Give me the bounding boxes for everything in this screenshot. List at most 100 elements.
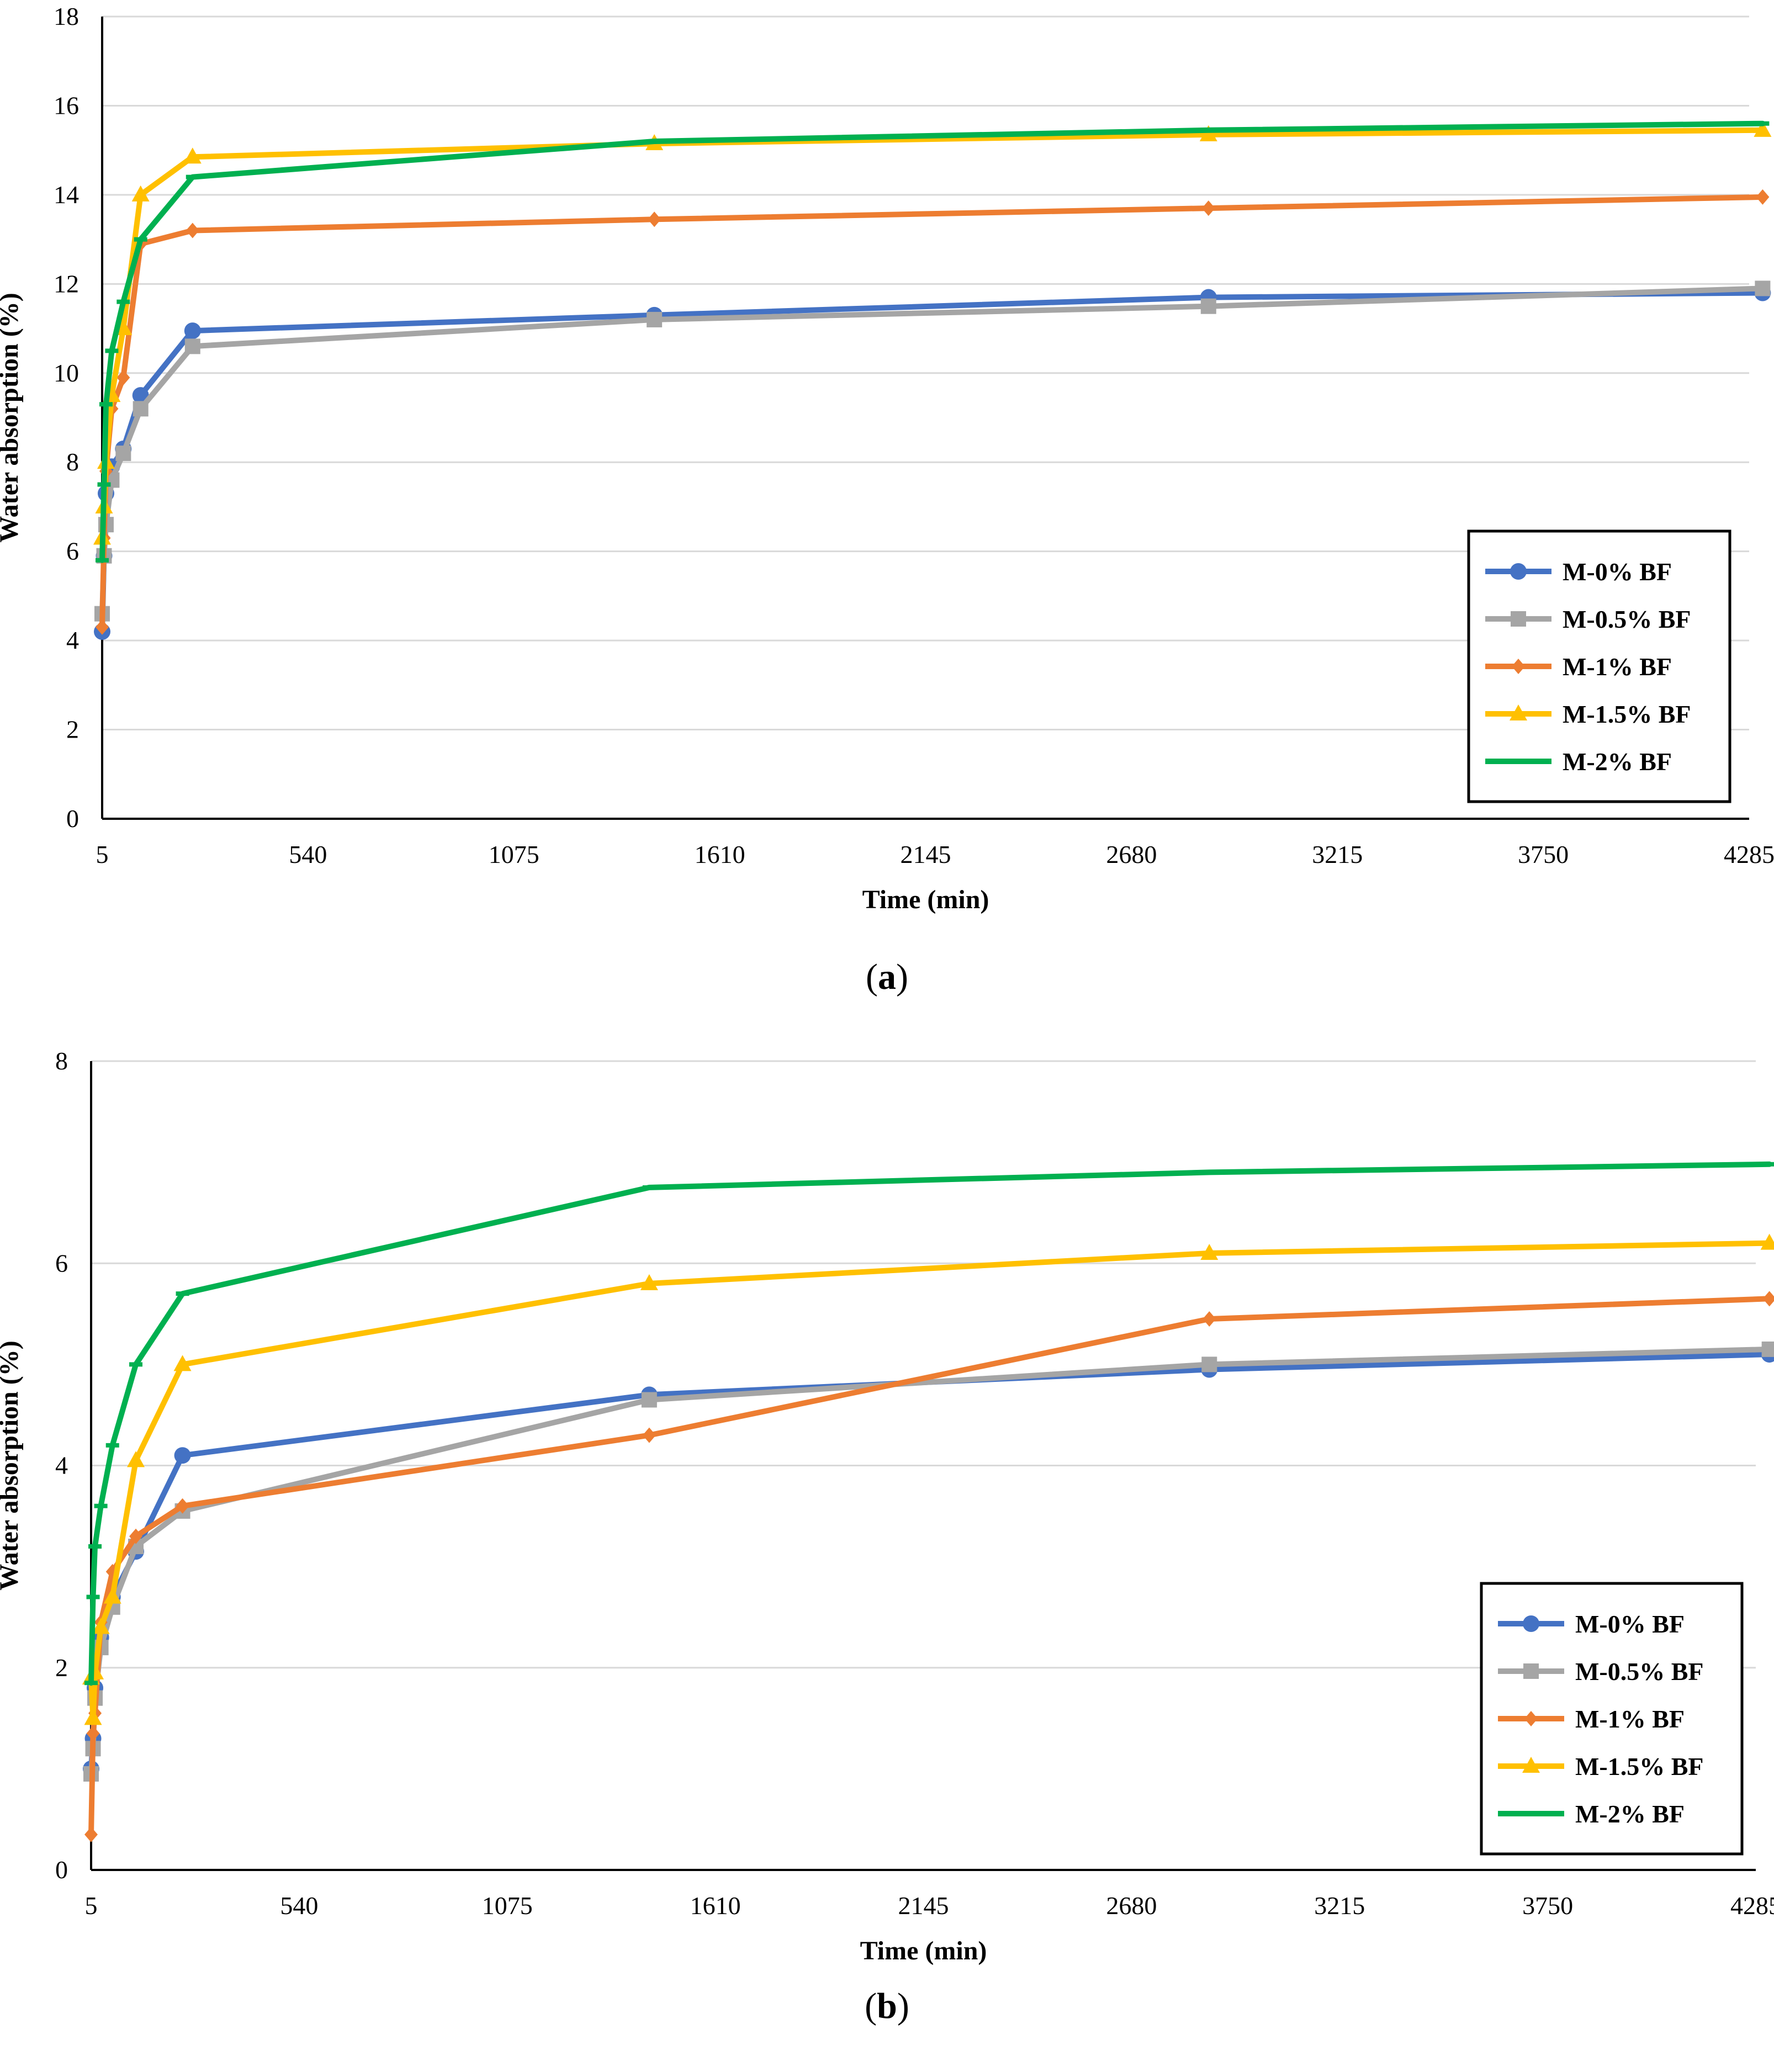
chart-b-x-axis-title: Time (min) <box>860 1936 987 1965</box>
chart-a-x-tick-label-2680: 2680 <box>1106 840 1157 868</box>
chart-a-series-m-0-5-bf-point-7 <box>647 311 663 327</box>
chart-a-series-m-2-bf-point-9 <box>1756 121 1770 126</box>
chart-a-y-tick-label-2: 2 <box>66 716 79 744</box>
chart-a-series-m-1-5-bf-point-8 <box>1199 125 1217 141</box>
chart-a-y-tick-label-8: 8 <box>66 448 79 476</box>
chart-a-y-tick-label-6: 6 <box>66 537 79 565</box>
chart-b-series-m-2-bf-point-3 <box>94 1503 108 1508</box>
chart-b-series-m-0-bf-point-6 <box>174 1447 191 1464</box>
chart-a-x-tick-label-540: 540 <box>289 840 327 868</box>
chart-b-series-m-1-5-bf-line <box>88 1240 1772 1721</box>
chart-b-series-m-1-5-bf-point-1 <box>84 1709 102 1725</box>
chart-a-series-m-1-5-bf-point-5 <box>131 185 150 202</box>
chart-a-series-m-1-5-bf-point-9 <box>1754 120 1772 137</box>
chart-a-legend-m-0-5-bf-marker <box>1511 611 1526 627</box>
chart-a-series-m-2-bf-point-5 <box>134 237 147 242</box>
chart-b-series-m-2-bf-point-8 <box>1203 1170 1216 1175</box>
chart-a-series-m-1-bf-point-0 <box>96 619 109 635</box>
chart-b-legend-m-2-bf-label: M-2% BF <box>1575 1800 1685 1828</box>
chart-b-series-m-1-5-bf-point-9 <box>1760 1233 1774 1250</box>
chart-a-legend-m-0-bf-marker <box>1510 563 1527 580</box>
chart-b-series-m-1-bf-point-9 <box>1762 1291 1774 1307</box>
chart-b-legend-m-1-5-bf-label: M-1.5% BF <box>1575 1752 1704 1780</box>
chart-b-series-m-2-bf-point-2 <box>88 1544 102 1549</box>
chart-b-series-m-1-5-bf-point-5 <box>127 1451 145 1467</box>
chart-a-x-tick-label-3215: 3215 <box>1312 840 1363 868</box>
chart-a-legend-m-1-bf-marker <box>1512 659 1525 674</box>
chart-a-series-m-1-bf-point-7 <box>648 211 661 227</box>
chart-b-x-tick-label-1075: 1075 <box>482 1891 533 1920</box>
chart-a-series-m-0-5-bf-point-6 <box>184 338 200 354</box>
chart-b-series-m-2-bf-point-6 <box>176 1291 189 1296</box>
chart-b-y-tick-label-4: 4 <box>55 1451 68 1480</box>
chart-b-series-m-1-bf-point-7 <box>642 1427 656 1443</box>
chart-a-series-m-1-bf-point-6 <box>186 222 199 239</box>
chart-b-legend-m-1-bf-marker <box>1524 1711 1538 1726</box>
chart-a-series-m-2-bf-line <box>99 120 1766 563</box>
chart-b-x-tick-label-540: 540 <box>280 1891 318 1920</box>
chart-b-y-tick-label-8: 8 <box>55 1047 68 1075</box>
chart-a-legend-m-1-5-bf-marker <box>1510 704 1527 720</box>
chart-b-legend-m-1-5-bf-marker <box>1522 1757 1540 1773</box>
chart-a-y-tick-label-14: 14 <box>54 181 79 209</box>
chart-a-series-m-2-bf-point-4 <box>116 299 130 304</box>
chart-a-series-m-2-bf-point-7 <box>648 139 661 144</box>
chart-b-series-m-1-5-bf-point-4 <box>103 1587 121 1604</box>
chart-b-series-m-1-5-bf-point-7 <box>640 1274 658 1290</box>
chart-b-series-m-2-bf <box>84 1161 1774 1686</box>
chart-b-x-tick-label-1610: 1610 <box>690 1891 741 1920</box>
chart-b-series-m-2-bf-point-4 <box>105 1443 119 1448</box>
chart-a-series-m-2-bf-point-8 <box>1201 128 1215 133</box>
chart-a-series-m-2-bf-point-6 <box>186 174 199 179</box>
chart-a-series-m-2-bf-point-1 <box>97 482 111 487</box>
chart-b-series-m-0-5-bf-point-9 <box>1761 1341 1774 1357</box>
chart-a-x-tick-label-1075: 1075 <box>489 840 539 868</box>
chart-b-x-tick-label-5: 5 <box>85 1891 98 1920</box>
chart-panel-a: 0 2 4 6 8 10 12 14 16 18 5 540 1075 1610 2145 2680 3215 3… <box>0 2 1774 997</box>
chart-b-x-tick-label-4285: 4285 <box>1730 1891 1774 1920</box>
chart-a-legend-m-0-5-bf-label: M-0.5% BF <box>1563 605 1691 633</box>
chart-a: 0 2 4 6 8 10 12 14 16 18 5 540 1075 1610 2145 2680 3215 3… <box>0 2 1774 914</box>
caption-a-letter: a <box>878 957 896 997</box>
chart-b-legend-m-0-5-bf-marker <box>1523 1663 1539 1679</box>
chart-a-x-tick-label-1610: 1610 <box>695 840 745 868</box>
chart-b-legend-m-0-bf-marker <box>1523 1615 1539 1632</box>
chart-b-series-m-1-5-bf <box>82 1233 1774 1725</box>
chart-b-series-m-1-bf-point-8 <box>1203 1311 1216 1327</box>
chart-b-series-m-0-5-bf-point-8 <box>1201 1356 1217 1372</box>
chart-a-series-m-0-5-bf-point-8 <box>1200 298 1216 314</box>
chart-a-series-m-1-bf-point-9 <box>1756 189 1770 205</box>
chart-b-series-m-2-bf-line <box>88 1161 1772 1686</box>
chart-a-series-m-0-bf-point-6 <box>184 322 201 340</box>
chart-b-y-axis-title: Water absorption (%) <box>0 1340 24 1590</box>
chart-b-gridlines <box>91 1060 1756 1669</box>
chart-a-legend-m-2-bf-label: M-2% BF <box>1563 748 1672 776</box>
chart-a-series-m-0-5-bf-point-5 <box>133 401 149 417</box>
chart-a-x-tick-label-5: 5 <box>96 840 109 868</box>
chart-b-legend: M-0% BF M-0.5% BF M-1% BF M-1.5% BF M-2% BF <box>1480 1582 1744 1856</box>
chart-b-series-m-1-bf-point-6 <box>176 1498 189 1514</box>
chart-a-series-m-1-bf-point-8 <box>1201 200 1215 216</box>
chart-a-series-m-0-5-bf-point-4 <box>115 446 131 462</box>
chart-b: 0 2 4 6 8 5 540 1075 1610 2145 2680 3215 3750 4285 Tim… <box>0 1047 1774 1965</box>
chart-a-x-tick-label-4285: 4285 <box>1724 840 1774 868</box>
chart-a-y-tick-label-18: 18 <box>54 2 79 30</box>
chart-a-x-tick-label-3750: 3750 <box>1518 840 1569 868</box>
chart-a-series-m-1-5-bf-line <box>99 127 1766 541</box>
chart-b-legend-m-0-bf-label: M-0% BF <box>1575 1610 1685 1638</box>
chart-b-series-m-2-bf-point-1 <box>86 1594 100 1599</box>
chart-b-y-tick-label-0: 0 <box>55 1856 68 1884</box>
chart-a-series-m-2-bf <box>96 120 1770 563</box>
caption-a: (a) <box>866 957 908 997</box>
chart-b-series-m-1-5-bf-point-8 <box>1200 1243 1219 1260</box>
chart-b-legend-m-1-bf-label: M-1% BF <box>1575 1705 1685 1733</box>
chart-b-series-m-2-bf-point-9 <box>1762 1162 1774 1167</box>
chart-a-y-tick-label-10: 10 <box>54 359 79 387</box>
chart-a-y-tick-label-12: 12 <box>54 269 79 298</box>
chart-panel-b: 0 2 4 6 8 5 540 1075 1610 2145 2680 3215 3750 4285 Tim… <box>0 1038 1774 2072</box>
chart-a-series-m-2-bf-point-2 <box>99 402 113 407</box>
chart-b-series-m-1-bf-point-0 <box>84 1826 98 1842</box>
chart-a-y-axis-title: Water absorption (%) <box>0 293 24 542</box>
chart-b-series-m-1-bf-point-5 <box>129 1528 143 1544</box>
chart-a-series-m-1-5-bf-point-6 <box>183 147 202 164</box>
